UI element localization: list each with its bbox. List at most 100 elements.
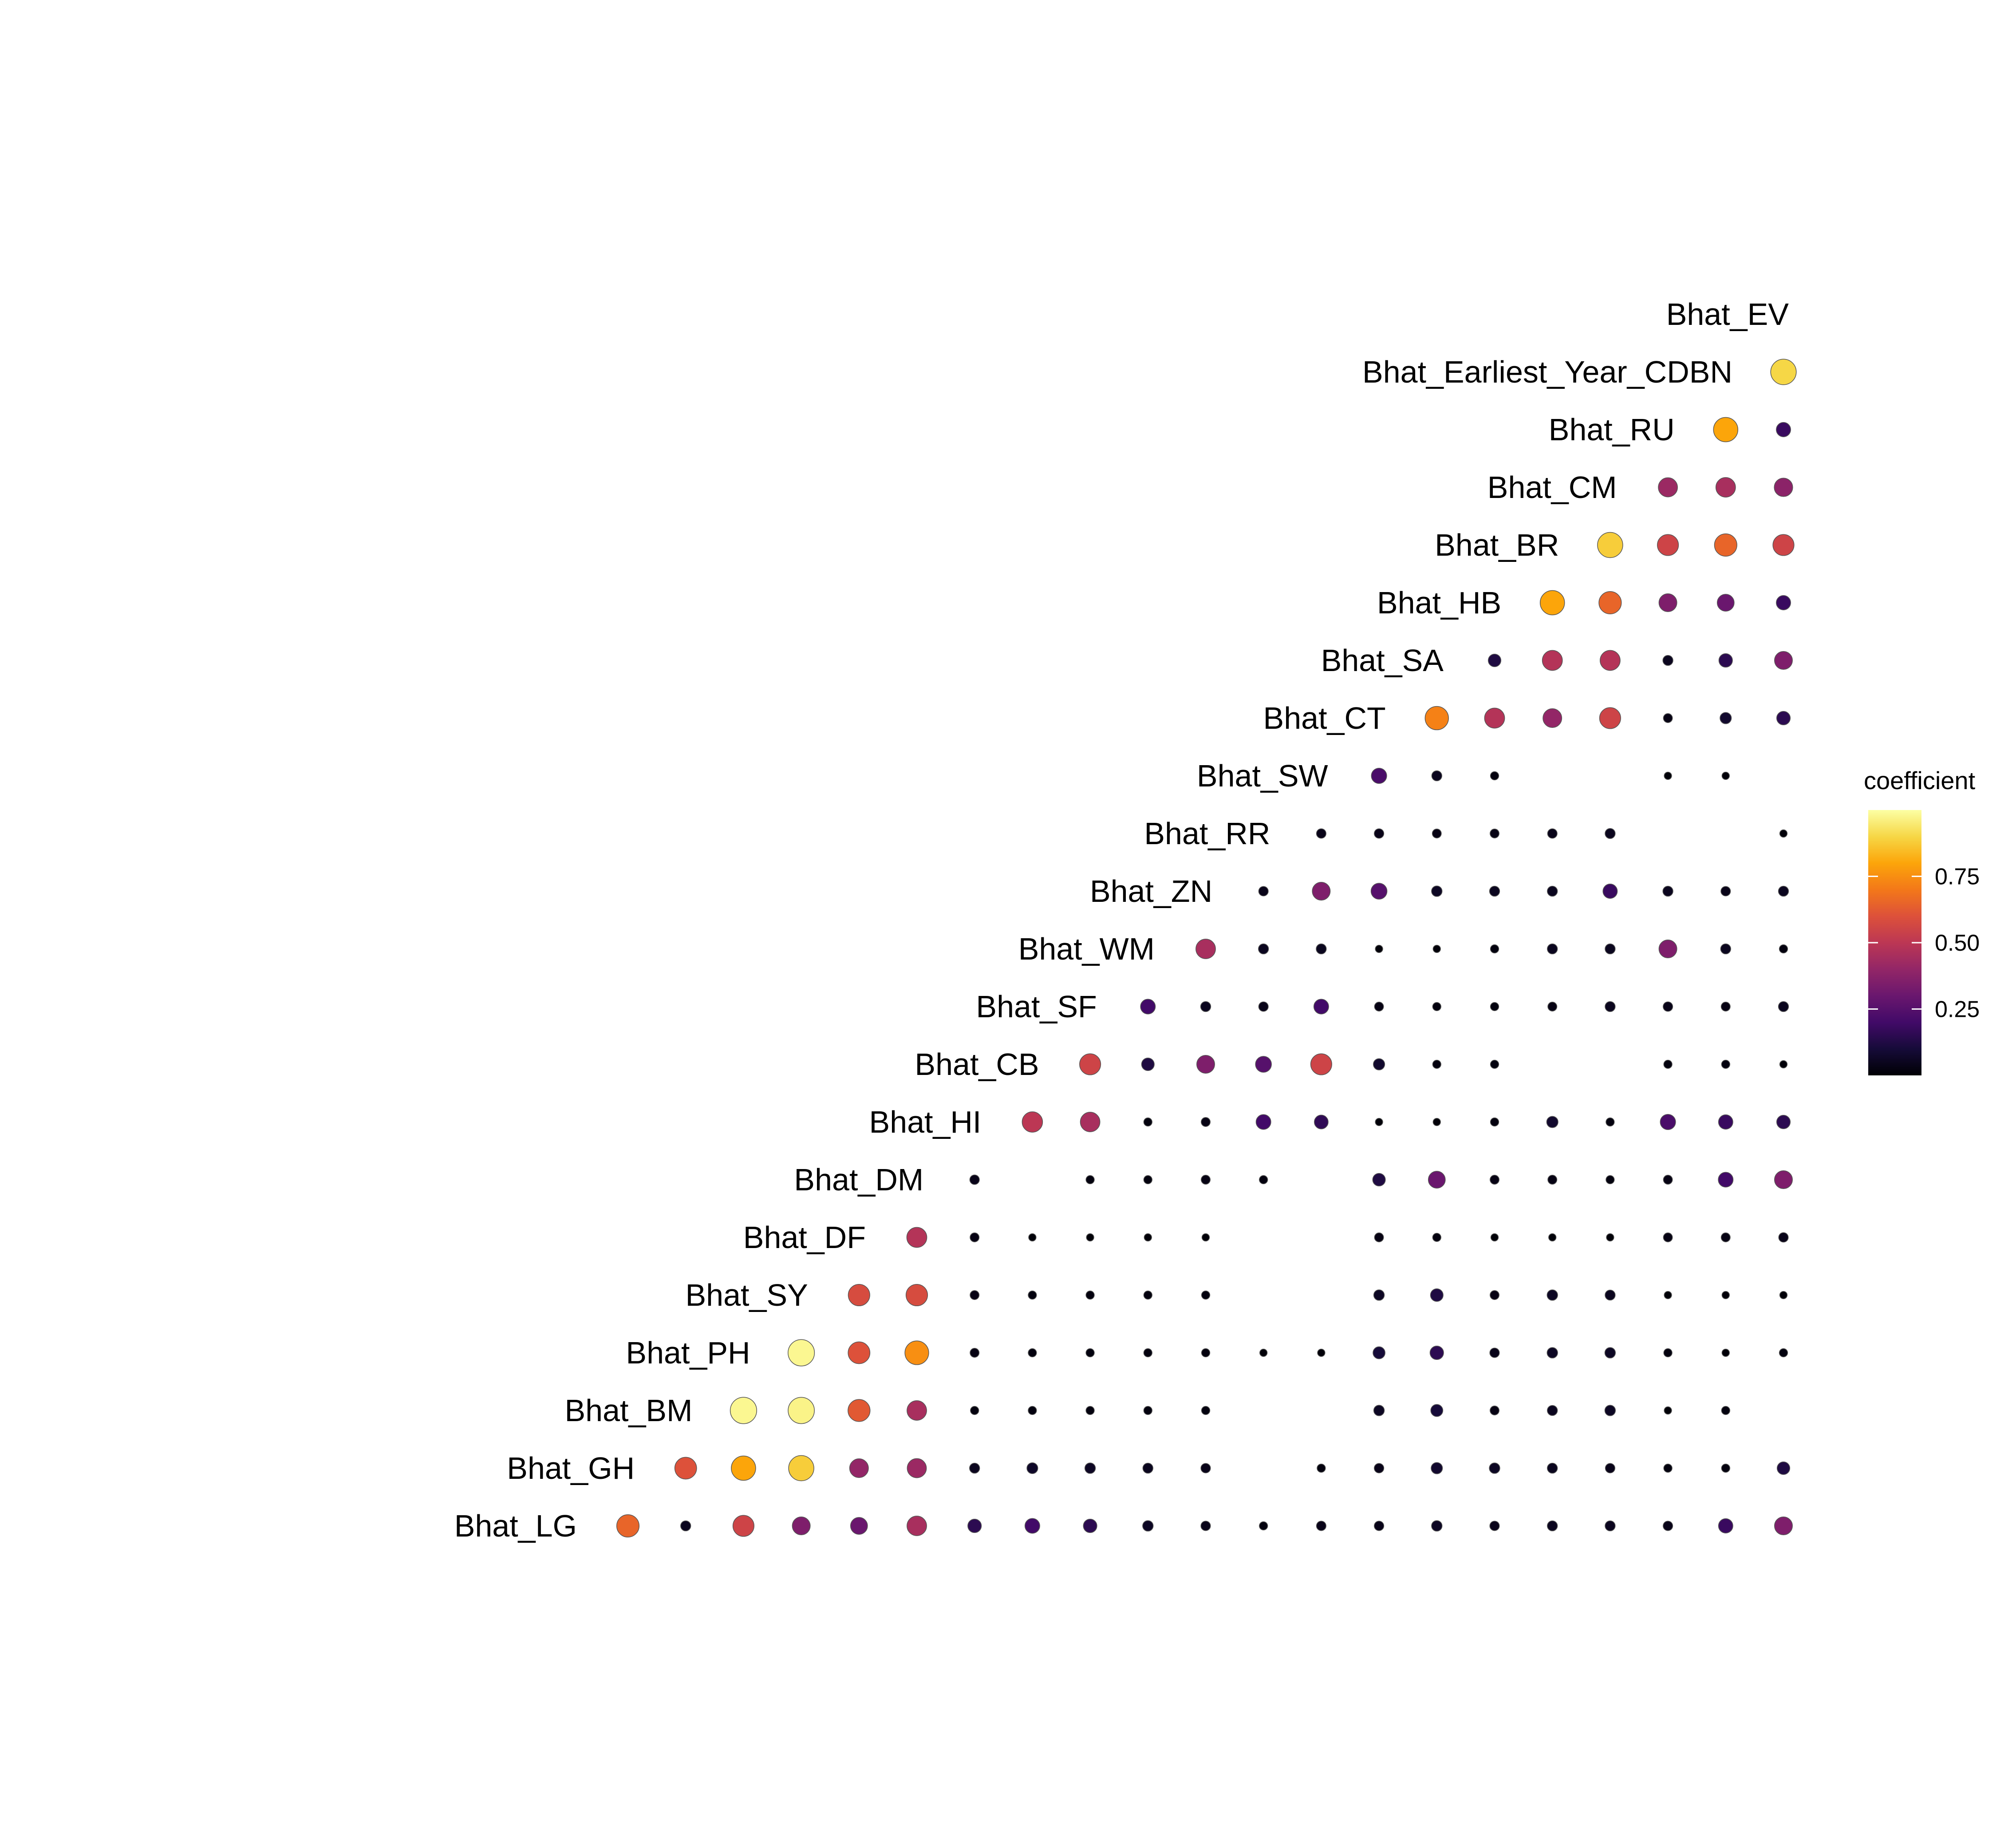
coefficient-dot [1658, 940, 1677, 958]
coefficient-dot [1085, 1406, 1095, 1415]
coefficient-dot [1374, 828, 1385, 839]
coefficient-dot [1028, 1233, 1037, 1242]
variable-label: Bhat_SY [685, 1278, 808, 1312]
coefficient-dot [906, 1227, 927, 1248]
coefficient-dot [1490, 1233, 1499, 1242]
coefficient-dot [1424, 706, 1449, 731]
coefficient-dot [1664, 1406, 1672, 1415]
coefficient-dot [1314, 1114, 1329, 1130]
coefficient-dot [1547, 1405, 1558, 1416]
variable-labels: Bhat_LG Bhat_GH Bhat_BM Bhat_PH Bhat_SY Bhat_… [454, 297, 1789, 1543]
coefficient-dot [1200, 1001, 1211, 1012]
coefficient-dot [1028, 1290, 1037, 1300]
coefficient-dot [1079, 1053, 1101, 1075]
coefficient-dot [1490, 1290, 1499, 1300]
coefficient-dot [1143, 1348, 1152, 1358]
coefficient-dot [1716, 594, 1735, 612]
coefficient-dot [1542, 650, 1563, 671]
coefficient-dot [1430, 1404, 1444, 1417]
coefficient-dot [1200, 1463, 1211, 1474]
coefficient-dot [1539, 590, 1565, 616]
coefficient-dot [1663, 1059, 1673, 1069]
coefficient-dot [1201, 1175, 1211, 1185]
coefficient-dot [1490, 944, 1499, 954]
coefficient-dot [732, 1515, 754, 1537]
variable-label: Bhat_LG [454, 1509, 577, 1543]
variable-label: Bhat_SA [1321, 643, 1444, 678]
coefficient-dot [1431, 885, 1443, 897]
coefficient-dot [1721, 1463, 1730, 1473]
coefficient-dot [1605, 1463, 1615, 1474]
coefficient-dot [1317, 1348, 1326, 1357]
coefficient-dot [1143, 1117, 1152, 1127]
coefficient-dot [1605, 943, 1616, 955]
coefficient-dot [1375, 944, 1383, 953]
coefficient-dot [1720, 943, 1731, 955]
coefficient-dot [1022, 1111, 1043, 1133]
coefficient-dot [1374, 1521, 1385, 1531]
coefficient-dot [1779, 944, 1788, 954]
coefficient-dot [1489, 1521, 1500, 1531]
coefficient-dot [1258, 886, 1269, 897]
coefficient-dot [1543, 708, 1562, 728]
coefficient-dot [1371, 767, 1387, 784]
coefficient-dot [1721, 1059, 1730, 1069]
coefficient-dot [1774, 651, 1793, 670]
coefficient-dot [1085, 1290, 1095, 1300]
coefficient-dot [1713, 417, 1739, 442]
coefficient-dot [1778, 1232, 1789, 1243]
coefficient-dot [1317, 1463, 1326, 1473]
coefficient-dot [1662, 655, 1673, 666]
coefficient-dot [969, 1462, 980, 1474]
coefficient-dot [674, 1457, 697, 1480]
variable-label: Bhat_ZN [1090, 874, 1212, 909]
coefficient-dot [1432, 1233, 1441, 1242]
variable-label: Bhat_SW [1197, 758, 1328, 793]
coefficient-dot [1316, 1521, 1326, 1531]
coefficient-dot [788, 1397, 815, 1424]
variable-label: Bhat_BM [564, 1393, 692, 1428]
coefficient-dot [1142, 1520, 1154, 1532]
coefficient-dot [1084, 1462, 1096, 1474]
coefficient-dot [1201, 1233, 1210, 1242]
coefficient-dot [1024, 1518, 1040, 1534]
coefficient-dot [970, 1348, 980, 1358]
coefficient-dot [1374, 1463, 1385, 1474]
coefficient-dot [1490, 829, 1499, 838]
coefficient-dot [1200, 1521, 1211, 1531]
coefficient-dot [1718, 1518, 1733, 1533]
coefficient-dot [1663, 1521, 1673, 1531]
coefficient-dot [1606, 1175, 1615, 1185]
coefficient-dot [1597, 532, 1623, 558]
coefficient-dot [1776, 711, 1791, 726]
coefficient-dot [1718, 1172, 1734, 1188]
variable-label: Bhat_Earliest_Year_CDBN [1362, 355, 1732, 389]
coefficient-dot [1316, 943, 1327, 955]
coefficient-dot [1606, 1117, 1615, 1127]
variable-label: Bhat_PH [626, 1335, 750, 1370]
coefficient-dot [1484, 707, 1505, 729]
coefficient-dot [1547, 1520, 1558, 1532]
coefficient-dot [1085, 1348, 1095, 1358]
coefficient-dot [1370, 883, 1388, 900]
coefficient-dot [1083, 1518, 1097, 1533]
coefficient-dot [1547, 828, 1558, 839]
coefficient-dot [1375, 1118, 1383, 1126]
variable-label: Bhat_DM [794, 1162, 923, 1197]
coefficient-dots [616, 359, 1797, 1538]
variable-label: Bhat_BR [1435, 528, 1559, 562]
coefficient-dot [1772, 534, 1795, 556]
coefficient-dot [1196, 1055, 1215, 1074]
coefficient-dot [1489, 885, 1500, 897]
coefficient-dot [1660, 1114, 1676, 1130]
variable-label: Bhat_CM [1487, 470, 1617, 505]
coefficient-dot [1598, 591, 1622, 615]
coefficient-dot [1140, 999, 1156, 1015]
coefficient-dot [1429, 1345, 1444, 1360]
coefficient-dot [1201, 1117, 1211, 1127]
coefficient-dot [907, 1516, 927, 1536]
coefficient-dot [1547, 1002, 1558, 1011]
variable-label: Bhat_SF [976, 989, 1097, 1024]
variable-label: Bhat_HI [869, 1105, 981, 1139]
